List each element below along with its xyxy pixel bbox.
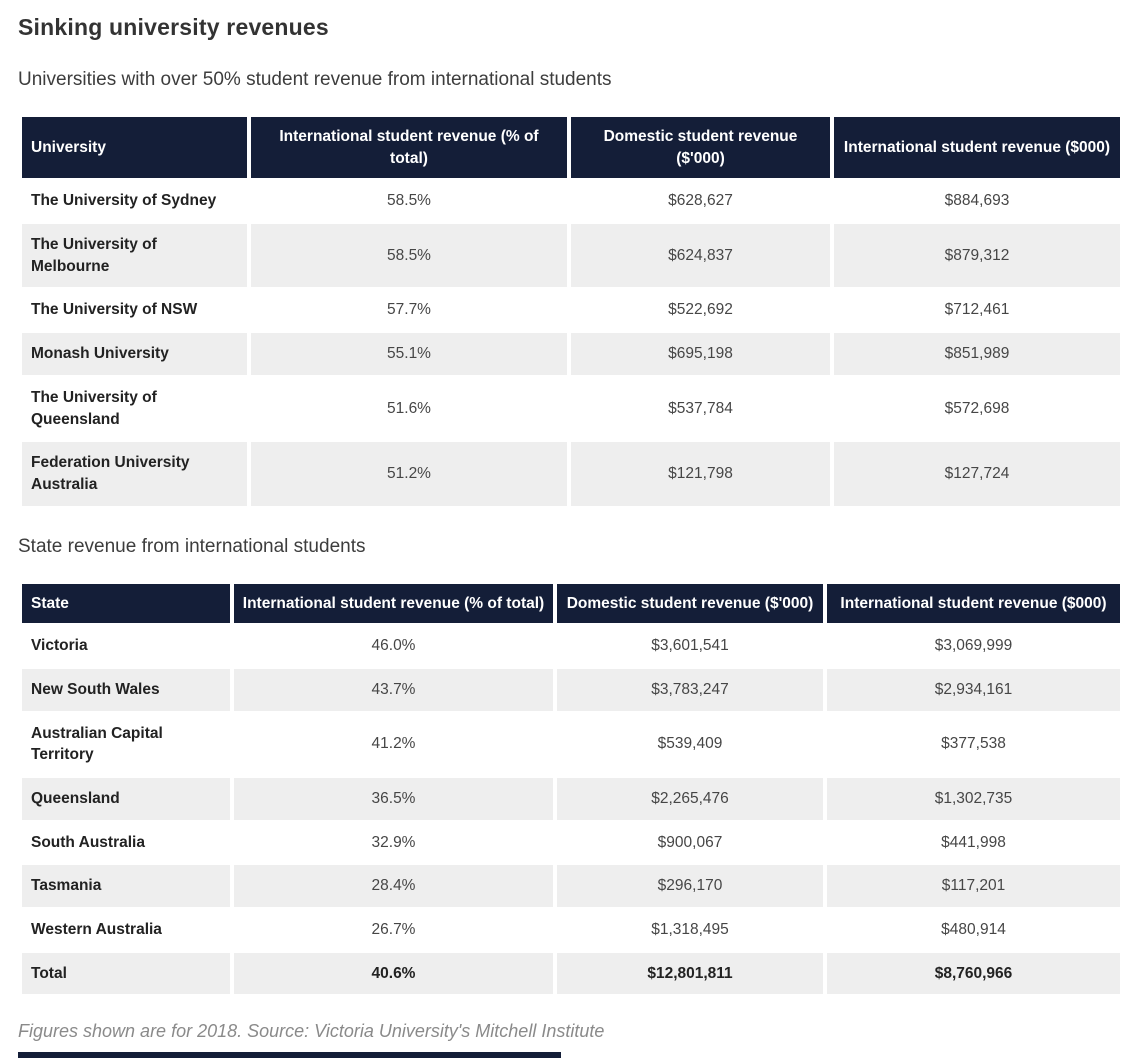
column-header: University	[18, 114, 251, 181]
value-cell: $2,265,476	[553, 776, 827, 822]
value-cell: 36.5%	[230, 776, 557, 822]
value-cell: $851,989	[830, 331, 1124, 377]
column-header: International student revenue (% of tota…	[230, 581, 557, 626]
value-cell: $879,312	[830, 222, 1124, 290]
value-cell: 55.1%	[247, 331, 571, 377]
column-header: State	[18, 581, 234, 626]
table-row: The University of Sydney 58.5% $628,627 $88…	[18, 178, 1124, 225]
row-label-cell: The University of NSW	[18, 287, 251, 334]
value-cell: 58.5%	[247, 178, 571, 225]
partial-next-table-header	[18, 1052, 561, 1058]
value-cell: $12,801,811	[553, 950, 827, 997]
value-cell: 26.7%	[230, 907, 557, 953]
value-cell: $117,201	[823, 863, 1124, 910]
column-header: International student revenue (% of tota…	[247, 114, 571, 181]
column-header: Domestic student revenue ($'000)	[553, 581, 827, 626]
value-cell: $539,409	[553, 710, 827, 779]
value-cell: $127,724	[830, 440, 1124, 508]
value-cell: $377,538	[823, 710, 1124, 779]
value-cell: $8,760,966	[823, 950, 1124, 997]
table-row: Monash University 55.1% $695,198 $851,989	[18, 331, 1124, 377]
table-row: The University of Queensland 51.6% $537,78…	[18, 374, 1124, 443]
value-cell: $624,837	[567, 222, 834, 290]
row-label-cell: Federation University Australia	[18, 440, 251, 508]
table-row: The University of NSW 57.7% $522,692 $712,4…	[18, 287, 1124, 334]
row-label-cell: Total	[18, 950, 234, 997]
value-cell: 58.5%	[247, 222, 571, 290]
value-cell: 28.4%	[230, 863, 557, 910]
value-cell: $1,302,735	[823, 776, 1124, 822]
row-label-cell: Victoria	[18, 623, 234, 669]
value-cell: 43.7%	[230, 666, 557, 713]
row-label-cell: New South Wales	[18, 666, 234, 713]
row-label-cell: The University of Sydney	[18, 178, 251, 225]
table-row: Tasmania 28.4% $296,170 $117,201	[18, 863, 1124, 910]
universities-table: University International student revenue …	[18, 114, 1124, 508]
value-cell: 40.6%	[230, 950, 557, 997]
value-cell: 57.7%	[247, 287, 571, 334]
source-note: Figures shown are for 2018. Source: Vict…	[18, 1021, 605, 1042]
universities-table-caption: Universities with over 50% student reven…	[18, 69, 612, 90]
states-table-caption: State revenue from international student…	[18, 535, 366, 557]
value-cell: $628,627	[567, 178, 834, 225]
total-row: Total 40.6% $12,801,811 $8,760,966	[18, 950, 1124, 997]
value-cell: $884,693	[830, 178, 1124, 225]
value-cell: $712,461	[830, 287, 1124, 334]
value-cell: 51.6%	[247, 374, 571, 443]
value-cell: $537,784	[567, 374, 834, 443]
states-table-section: State revenue from international student…	[18, 535, 1124, 997]
table-row: South Australia 32.9% $900,067 $441,998	[18, 819, 1124, 866]
table-row: Queensland 36.5% $2,265,476 $1,302,735	[18, 776, 1124, 822]
column-header: Domestic student revenue ($'000)	[567, 114, 834, 181]
value-cell: $3,601,541	[553, 623, 827, 669]
value-cell: $695,198	[567, 331, 834, 377]
row-label-cell: Australian Capital Territory	[18, 710, 234, 779]
header-row: University International student revenue …	[18, 114, 1124, 181]
states-table: State International student revenue (% of…	[18, 581, 1124, 997]
value-cell: $3,069,999	[823, 623, 1124, 669]
page-title: Sinking university revenues	[18, 14, 329, 40]
value-cell: 41.2%	[230, 710, 557, 779]
value-cell: $3,783,247	[553, 666, 827, 713]
value-cell: 46.0%	[230, 623, 557, 669]
table-row: Victoria 46.0% $3,601,541 $3,069,999	[18, 623, 1124, 669]
universities-table-section: Universities with over 50% student reven…	[18, 69, 1124, 508]
row-label-cell: Queensland	[18, 776, 234, 822]
value-cell: $572,698	[830, 374, 1124, 443]
column-header: International student revenue ($000)	[830, 114, 1124, 181]
value-cell: $441,998	[823, 819, 1124, 866]
value-cell: $1,318,495	[553, 907, 827, 953]
value-cell: $900,067	[553, 819, 827, 866]
table-row: New South Wales 43.7% $3,783,247 $2,934,161	[18, 666, 1124, 713]
value-cell: $522,692	[567, 287, 834, 334]
value-cell: $480,914	[823, 907, 1124, 953]
row-label-cell: Tasmania	[18, 863, 234, 910]
row-label-cell: South Australia	[18, 819, 234, 866]
table-row: The University of Melbourne 58.5% $624,837…	[18, 222, 1124, 290]
value-cell: $2,934,161	[823, 666, 1124, 713]
row-label-cell: The University of Melbourne	[18, 222, 251, 290]
row-label-cell: Monash University	[18, 331, 251, 377]
row-label-cell: The University of Queensland	[18, 374, 251, 443]
value-cell: $296,170	[553, 863, 827, 910]
table-row: Western Australia 26.7% $1,318,495 $480,914	[18, 907, 1124, 953]
value-cell: 51.2%	[247, 440, 571, 508]
value-cell: $121,798	[567, 440, 834, 508]
column-header: International student revenue ($000)	[823, 581, 1124, 626]
value-cell: 32.9%	[230, 819, 557, 866]
header-row: State International student revenue (% of…	[18, 581, 1124, 626]
table-row: Australian Capital Territory 41.2% $539,40…	[18, 710, 1124, 779]
table-row: Federation University Australia 51.2% $121…	[18, 440, 1124, 508]
row-label-cell: Western Australia	[18, 907, 234, 953]
